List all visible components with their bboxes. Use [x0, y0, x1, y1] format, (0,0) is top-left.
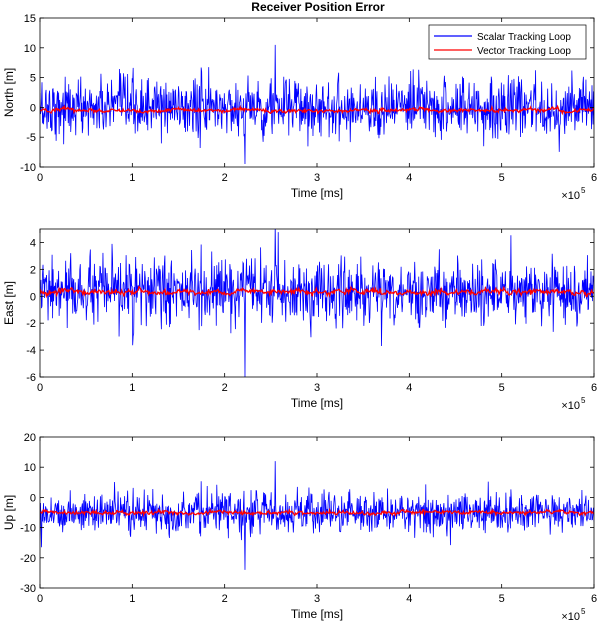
y-tick-label-north-4: 10	[24, 43, 36, 55]
series-north-scalar	[40, 44, 594, 165]
series-up-scalar	[40, 461, 594, 570]
y-tick-label-east-5: 4	[30, 237, 36, 249]
series-east-vector	[40, 285, 594, 299]
x-multiplier-exp-east: 5	[581, 396, 586, 405]
x-axis-label-east: Time [ms]	[291, 396, 343, 410]
y-axis-label-east: East [m]	[2, 281, 16, 325]
x-tick-label-up-3: 3	[314, 593, 320, 605]
x-tick-label-east-4: 4	[406, 382, 412, 394]
x-multiplier-exp-north: 5	[581, 186, 586, 195]
x-tick-label-up-6: 6	[591, 593, 597, 605]
y-tick-label-east-1: -4	[26, 345, 36, 357]
y-tick-label-up-1: -20	[20, 553, 36, 565]
x-tick-label-north-4: 4	[406, 172, 412, 184]
x-tick-label-up-5: 5	[499, 593, 505, 605]
y-tick-label-north-2: 0	[30, 102, 36, 114]
x-tick-label-east-0: 0	[37, 382, 43, 394]
legend-label-vector: Vector Tracking Loop	[477, 46, 571, 57]
y-tick-label-east-0: -6	[26, 372, 36, 384]
x-tick-label-up-4: 4	[406, 593, 412, 605]
x-tick-label-up-1: 1	[129, 593, 135, 605]
y-tick-label-east-4: 2	[30, 264, 36, 276]
x-multiplier-east: ×10	[561, 400, 580, 412]
y-tick-label-up-2: -10	[20, 523, 36, 535]
x-tick-label-up-0: 0	[37, 593, 43, 605]
series-up-vector	[40, 507, 594, 518]
x-axis-label-up: Time [ms]	[291, 607, 343, 621]
y-tick-label-east-2: -2	[26, 318, 36, 330]
x-tick-label-north-6: 6	[591, 172, 597, 184]
x-multiplier-up: ×10	[561, 611, 580, 623]
x-tick-label-east-1: 1	[129, 382, 135, 394]
x-multiplier-north: ×10	[561, 190, 580, 202]
y-tick-label-up-3: 0	[30, 492, 36, 504]
y-tick-label-up-5: 20	[24, 432, 36, 444]
x-tick-label-north-2: 2	[222, 172, 228, 184]
y-axis-label-north: North [m]	[2, 68, 16, 117]
y-tick-label-north-1: -5	[26, 132, 36, 144]
legend: Scalar Tracking Loop Vector Tracking Loo…	[428, 24, 587, 60]
series-east-scalar	[40, 229, 594, 377]
series-north-vector	[40, 104, 594, 116]
x-tick-label-north-3: 3	[314, 172, 320, 184]
x-tick-label-north-5: 5	[499, 172, 505, 184]
x-tick-label-east-6: 6	[591, 382, 597, 394]
x-tick-label-north-1: 1	[129, 172, 135, 184]
y-tick-label-north-0: -10	[20, 162, 36, 174]
y-axis-label-up: Up [m]	[2, 495, 16, 530]
x-tick-label-up-2: 2	[222, 593, 228, 605]
y-tick-label-up-4: 10	[24, 462, 36, 474]
legend-label-scalar: Scalar Tracking Loop	[477, 32, 571, 43]
x-tick-label-east-2: 2	[222, 382, 228, 394]
x-multiplier-exp-up: 5	[581, 607, 586, 616]
x-axis-label-north: Time [ms]	[291, 186, 343, 200]
x-tick-label-east-5: 5	[499, 382, 505, 394]
y-tick-label-east-3: 0	[30, 291, 36, 303]
y-tick-label-up-0: -30	[20, 583, 36, 595]
x-tick-label-north-0: 0	[37, 172, 43, 184]
y-tick-label-north-3: 5	[30, 73, 36, 85]
figure-title: Receiver Position Error	[251, 0, 385, 14]
y-tick-label-north-5: 15	[24, 13, 36, 25]
x-tick-label-east-3: 3	[314, 382, 320, 394]
legend-box	[428, 24, 587, 60]
